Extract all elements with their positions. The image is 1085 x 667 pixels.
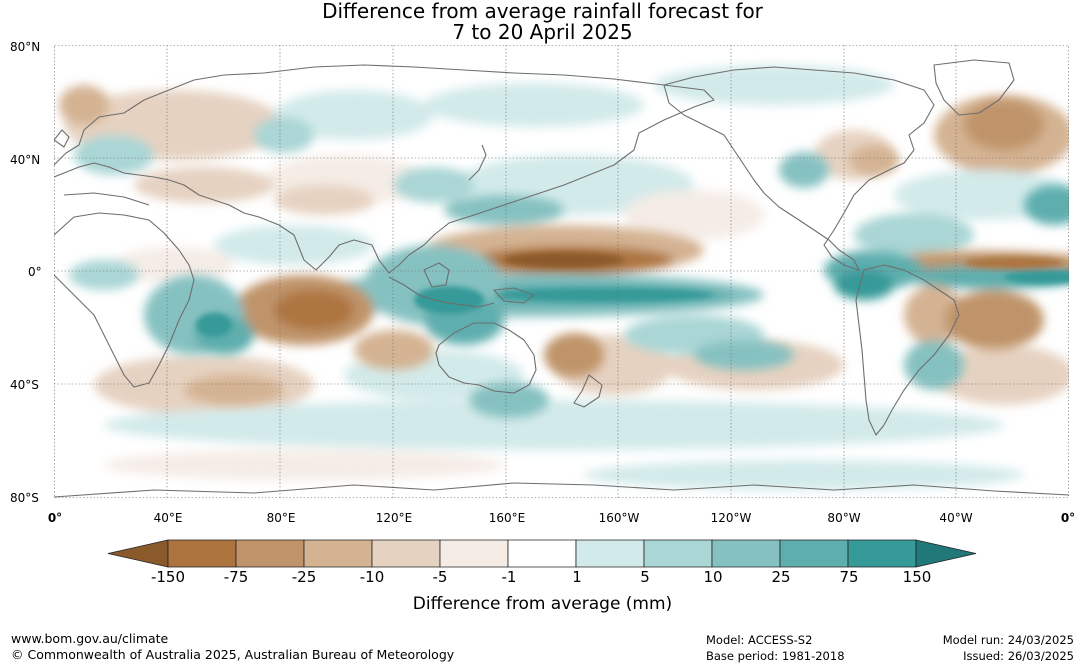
coastline-borneo bbox=[423, 262, 450, 288]
coastline-south-america bbox=[855, 264, 960, 436]
colorbar-tick-10: 10 bbox=[703, 568, 723, 586]
coastline-antarctica bbox=[54, 482, 1069, 498]
lon-label-40w: 40°W bbox=[939, 511, 973, 525]
footer-issued: Issued: 26/03/2025 bbox=[963, 649, 1074, 663]
colorbar-tick-minus-75: -75 bbox=[223, 568, 249, 586]
rainfall-anomaly-map bbox=[54, 45, 1069, 498]
colorbar-cells bbox=[107, 539, 977, 568]
coastline-japan bbox=[468, 144, 487, 181]
colorbar-tick-150: 150 bbox=[902, 568, 932, 586]
coastline-mediterranean bbox=[63, 192, 150, 206]
graticule bbox=[54, 45, 1069, 498]
colorbar bbox=[107, 539, 977, 568]
colorbar-extend-low bbox=[107, 539, 169, 568]
anomaly-field-strong bbox=[196, 252, 1069, 337]
coastline-north-america bbox=[663, 66, 935, 271]
colorbar-tick-minus-1: -1 bbox=[501, 568, 517, 586]
lon-label-0-west: 0° bbox=[47, 511, 63, 525]
coastline-new-zealand bbox=[573, 374, 603, 408]
colorbar-cell-4 bbox=[371, 539, 441, 568]
lat-label-40s: 40°S bbox=[10, 378, 39, 392]
colorbar-cell-8 bbox=[643, 539, 713, 568]
coastline-indonesia bbox=[388, 276, 495, 308]
coastline-eurasia bbox=[54, 64, 715, 274]
colorbar-tick-25: 25 bbox=[771, 568, 791, 586]
colorbar-tick-minus-150: -150 bbox=[150, 568, 186, 586]
colorbar-cell-11 bbox=[847, 539, 917, 568]
footer-url: www.bom.gov.au/climate bbox=[11, 631, 169, 646]
map-frame bbox=[54, 45, 1069, 498]
lon-label-0-east: 0° bbox=[1060, 511, 1076, 525]
colorbar-cell-9 bbox=[711, 539, 781, 568]
colorbar-cell-5 bbox=[439, 539, 509, 568]
colorbar-tick-75: 75 bbox=[839, 568, 859, 586]
colorbar-cell-10 bbox=[779, 539, 849, 568]
map-title-line-1: Difference from average rainfall forecas… bbox=[322, 0, 763, 23]
lat-label-40n: 40°N bbox=[10, 153, 41, 167]
coastline-uk bbox=[54, 129, 70, 148]
lat-label-80n: 80°N bbox=[10, 40, 41, 54]
lon-label-40e: 40°E bbox=[153, 511, 183, 525]
coastline-africa bbox=[54, 212, 195, 388]
map-title-line-2: 7 to 20 April 2025 bbox=[452, 20, 633, 44]
colorbar-cell-3 bbox=[303, 539, 373, 568]
colorbar-extend-high bbox=[915, 539, 977, 568]
colorbar-cell-1 bbox=[167, 539, 237, 568]
colorbar-tick-minus-5: -5 bbox=[432, 568, 448, 586]
colorbar-cell-7 bbox=[575, 539, 645, 568]
footer-model-run: Model run: 24/03/2025 bbox=[942, 633, 1074, 647]
lon-label-120e: 120°E bbox=[375, 511, 413, 525]
coastline-new-guinea bbox=[493, 287, 535, 304]
colorbar-tick-minus-10: -10 bbox=[359, 568, 385, 586]
lon-label-80w: 80°W bbox=[827, 511, 861, 525]
colorbar-tick-1: 1 bbox=[572, 568, 582, 586]
footer-base-period: Base period: 1981-2018 bbox=[706, 649, 845, 663]
lat-label-equator: 0° bbox=[28, 265, 42, 279]
colorbar-tick-minus-25: -25 bbox=[291, 568, 317, 586]
colorbar-cell-6 bbox=[507, 539, 577, 568]
colorbar-title: Difference from average (mm) bbox=[412, 594, 673, 614]
coastline-greenland bbox=[933, 59, 1015, 116]
footer-model: Model: ACCESS-S2 bbox=[706, 633, 813, 647]
lon-label-120w: 120°W bbox=[710, 511, 752, 525]
lon-label-160e: 160°E bbox=[488, 511, 526, 525]
footer-copyright: © Commonwealth of Australia 2025, Austra… bbox=[11, 647, 455, 662]
coastline-australia bbox=[435, 322, 537, 394]
lat-label-80s: 80°S bbox=[10, 491, 39, 505]
coastlines bbox=[54, 59, 1069, 498]
colorbar-tick-5: 5 bbox=[640, 568, 650, 586]
lon-label-160w: 160°W bbox=[598, 511, 640, 525]
colorbar-cell-2 bbox=[235, 539, 305, 568]
lon-label-80e: 80°E bbox=[266, 511, 296, 525]
